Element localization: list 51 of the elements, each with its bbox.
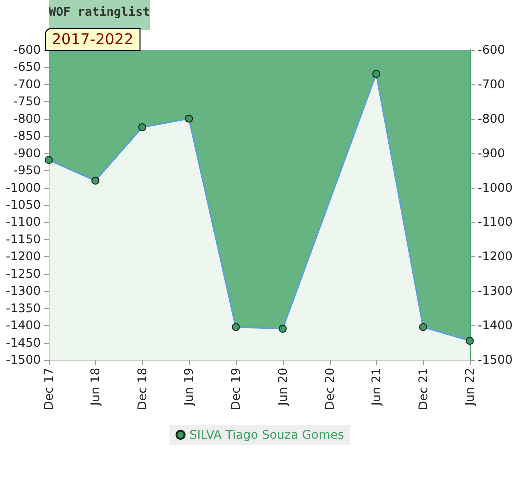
- x-tick-label: Jun 18: [88, 368, 103, 407]
- y-tick-label: -650: [14, 60, 41, 74]
- y-tick-label: -850: [14, 129, 41, 144]
- y2-tick-label: -900: [478, 146, 506, 160]
- y2-tick-label: -1200: [478, 250, 513, 264]
- y2-tick-label: -1500: [478, 353, 513, 367]
- point: [419, 323, 428, 332]
- x-tick-label: Dec 21: [416, 368, 430, 410]
- point: [278, 325, 287, 333]
- chart-title: WOF ratinglist: [49, 5, 150, 19]
- y2-tick-label: -1300: [478, 284, 513, 298]
- y-tick-label: -1500: [6, 353, 41, 367]
- point: [92, 176, 100, 185]
- y2-tick-label: -1100: [478, 215, 513, 230]
- x-tick-label: Jun 21: [369, 368, 384, 407]
- y-tick-label: -1250: [6, 266, 41, 281]
- legend-label: SILVA Tiago Souza Gomes: [190, 428, 344, 442]
- x-tick-label: Jun 22: [463, 368, 477, 407]
- text: 2017-2022: [52, 30, 134, 48]
- y-tick-label: -1400: [6, 318, 41, 333]
- x-tick-label: Jun 20: [276, 368, 290, 407]
- x-tick-label: Dec 17: [42, 368, 56, 410]
- point: [185, 114, 194, 123]
- y-tick-label: -1000: [6, 180, 41, 195]
- point: [138, 124, 147, 132]
- y-tick-label: -1100: [6, 215, 41, 230]
- x-tick-label: Jun 19: [182, 368, 196, 407]
- y2-tick-label: -1400: [478, 318, 513, 333]
- point: [466, 337, 474, 346]
- y-tick-label: -1200: [6, 250, 41, 264]
- y-tick-label: -900: [14, 146, 41, 160]
- y-tick-label: -800: [14, 112, 41, 126]
- y-tick-label: -700: [14, 77, 41, 92]
- y-tick-label: -1300: [6, 284, 41, 298]
- y-tick-label: -950: [14, 164, 41, 178]
- x-tick-label: Dec 18: [136, 368, 150, 410]
- point: [45, 156, 53, 164]
- y-tick-label: -1450: [6, 336, 41, 350]
- x-tick-label: Dec 20: [322, 368, 337, 410]
- y-tick-label: -750: [14, 94, 41, 109]
- y-tick-label: -1350: [6, 301, 41, 316]
- point: [372, 70, 380, 78]
- y-tick-label: -1150: [6, 232, 41, 246]
- y2-tick-label: -700: [478, 77, 506, 92]
- y2-tick-label: -600: [478, 43, 506, 57]
- y2-tick-label: -1000: [478, 180, 513, 195]
- point: [232, 323, 240, 332]
- y-tick-label: -600: [14, 43, 41, 57]
- y-tick-label: -1050: [6, 198, 41, 212]
- x-tick-label: Dec 19: [229, 368, 244, 410]
- y2-tick-label: -800: [478, 112, 506, 126]
